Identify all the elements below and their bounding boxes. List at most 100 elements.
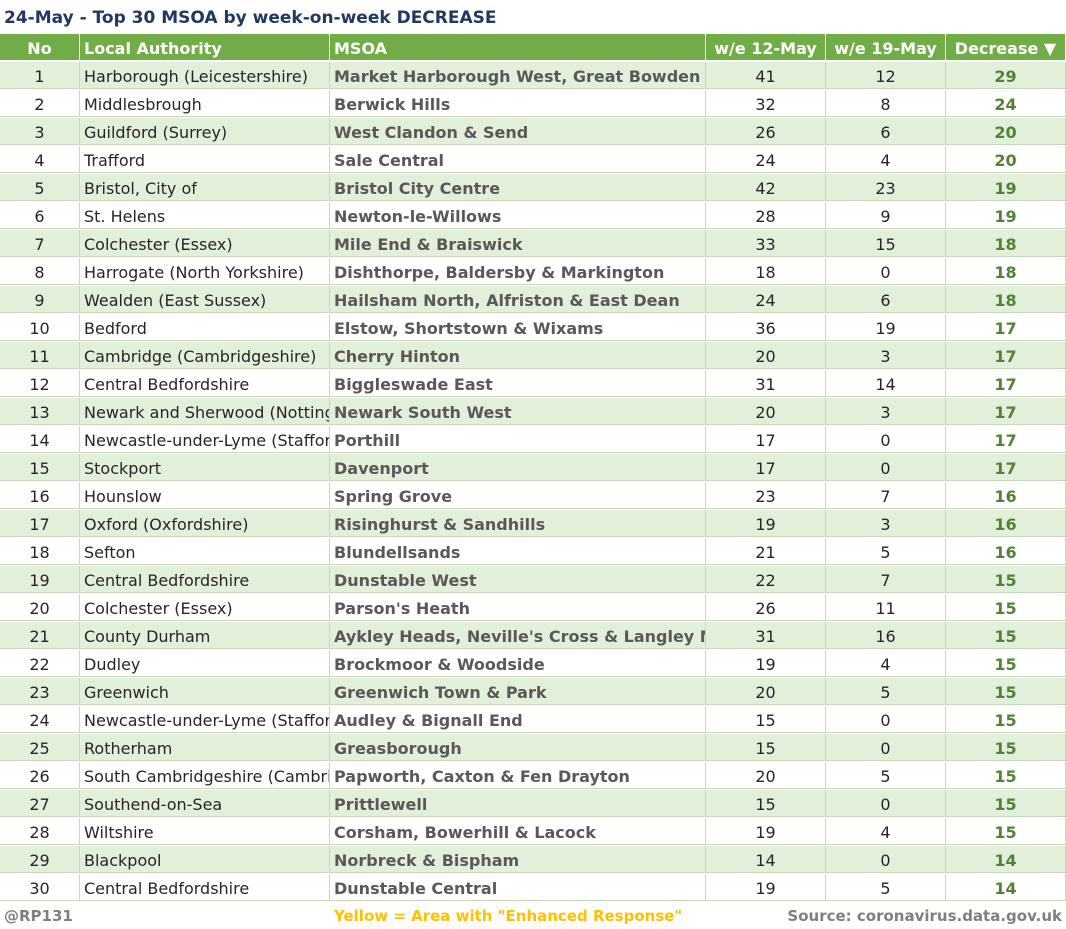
table-cell: 19 [706, 650, 826, 677]
table-cell: 20 [946, 146, 1066, 173]
table-row: 20 Colchester (Essex) Parson's Heath 26 11 15 [0, 594, 1066, 622]
table-cell: 12 [826, 62, 946, 89]
table-cell: 15 [946, 622, 1066, 649]
table-cell: 18 [706, 258, 826, 285]
table-cell: Hailsham North, Alfriston & East Dean [330, 286, 706, 313]
table-cell: Oxford (Oxfordshire) [80, 510, 330, 537]
table-cell: 4 [826, 650, 946, 677]
table-cell: St. Helens [80, 202, 330, 229]
table-cell: Cambridge (Cambridgeshire) [80, 342, 330, 369]
table-row: 17 Oxford (Oxfordshire) Risinghurst & Sand… [0, 510, 1066, 538]
table-cell: 24 [706, 146, 826, 173]
table-cell: Aykley Heads, Neville's Cross & Langley … [330, 622, 706, 649]
table-cell: Papworth, Caxton & Fen Drayton [330, 762, 706, 789]
table-cell: 41 [706, 62, 826, 89]
table-cell: 0 [826, 706, 946, 733]
table-cell: 14 [946, 846, 1066, 873]
table-cell: Porthill [330, 426, 706, 453]
table-cell: Harrogate (North Yorkshire) [80, 258, 330, 285]
table-row: 5 Bristol, City of Bristol City Centre 42 23… [0, 174, 1066, 202]
table-row: 25 Rotherham Greasborough 15 0 15 [0, 734, 1066, 762]
table-cell: 18 [946, 230, 1066, 257]
table-cell: 13 [0, 398, 80, 425]
table-cell: 18 [946, 258, 1066, 285]
table-cell: 16 [946, 482, 1066, 509]
table-cell: 19 [0, 566, 80, 593]
table-cell: Audley & Bignall End [330, 706, 706, 733]
table-cell: Blackpool [80, 846, 330, 873]
title: 24-May - Top 30 MSOA by week-on-week DEC… [4, 8, 497, 28]
table-cell: Sefton [80, 538, 330, 565]
table-cell: Stockport [80, 454, 330, 481]
table-cell: 22 [706, 566, 826, 593]
table-row: 22 Dudley Brockmoor & Woodside 19 4 15 [0, 650, 1066, 678]
table-cell: 20 [706, 342, 826, 369]
table-cell: 20 [946, 118, 1066, 145]
table-cell: Brockmoor & Woodside [330, 650, 706, 677]
table-cell: Colchester (Essex) [80, 594, 330, 621]
column-header: w/e 12-May [706, 34, 826, 61]
table-cell: 26 [706, 594, 826, 621]
table-cell: 26 [706, 118, 826, 145]
note: Yellow = Area with "Enhanced Response" [334, 907, 683, 925]
table-cell: 7 [0, 230, 80, 257]
table-cell: 6 [0, 202, 80, 229]
table-cell: 7 [826, 566, 946, 593]
table-row: 19 Central Bedfordshire Dunstable West 22 7 1… [0, 566, 1066, 594]
table-cell: Guildford (Surrey) [80, 118, 330, 145]
table-cell: Dishthorpe, Baldersby & Markington [330, 258, 706, 285]
table-cell: 3 [826, 398, 946, 425]
table-cell: 4 [826, 818, 946, 845]
table-cell: 42 [706, 174, 826, 201]
table-cell: 3 [826, 510, 946, 537]
table-row: 12 Central Bedfordshire Biggleswade East 31… [0, 370, 1066, 398]
table-cell: Newcastle-under-Lyme (Stafford [80, 426, 330, 453]
table-cell: 10 [0, 314, 80, 341]
table-cell: 3 [0, 118, 80, 145]
table-row: 9 Wealden (East Sussex) Hailsham North, Al… [0, 286, 1066, 314]
table-cell: 8 [826, 90, 946, 117]
table-cell: Hounslow [80, 482, 330, 509]
table-cell: Davenport [330, 454, 706, 481]
table-cell: Southend-on-Sea [80, 790, 330, 817]
table-cell: Dudley [80, 650, 330, 677]
table-cell: 14 [946, 874, 1066, 901]
table-cell: Berwick Hills [330, 90, 706, 117]
table-cell: 15 [946, 706, 1066, 733]
table-cell: 17 [946, 426, 1066, 453]
table-cell: 19 [706, 818, 826, 845]
table-cell: Dunstable West [330, 566, 706, 593]
table-row: 8 Harrogate (North Yorkshire) Dishthorpe, … [0, 258, 1066, 286]
table-cell: Mile End & Braiswick [330, 230, 706, 257]
table-cell: 15 [706, 706, 826, 733]
table-row: 29 Blackpool Norbreck & Bispham 14 0 14 [0, 846, 1066, 874]
table-cell: Wiltshire [80, 818, 330, 845]
table-cell: 17 [946, 314, 1066, 341]
table-cell: 6 [826, 118, 946, 145]
table-cell: 0 [826, 846, 946, 873]
table-cell: Cherry Hinton [330, 342, 706, 369]
table-cell: 16 [946, 538, 1066, 565]
column-header: No [0, 34, 80, 61]
table-cell: 17 [946, 398, 1066, 425]
table-row: 3 Guildford (Surrey) West Clandon & Send 26… [0, 118, 1066, 146]
table-cell: Greenwich [80, 678, 330, 705]
table-cell: 15 [946, 594, 1066, 621]
table-cell: 16 [0, 482, 80, 509]
table-cell: 16 [826, 622, 946, 649]
table-cell: Central Bedfordshire [80, 370, 330, 397]
table-cell: 0 [826, 426, 946, 453]
table-cell: 15 [946, 566, 1066, 593]
table-row: 6 St. Helens Newton-le-Willows 28 9 19 [0, 202, 1066, 230]
table-cell: Blundellsands [330, 538, 706, 565]
table-cell: 22 [0, 650, 80, 677]
table-row: 2 Middlesbrough Berwick Hills 32 8 24 [0, 90, 1066, 118]
table-cell: 0 [826, 790, 946, 817]
table-row: 30 Central Bedfordshire Dunstable Central 1… [0, 874, 1066, 902]
column-header: w/e 19-May [826, 34, 946, 61]
table-cell: 9 [0, 286, 80, 313]
table-cell: 24 [0, 706, 80, 733]
table-row: 14 Newcastle-under-Lyme (Stafford Porthill… [0, 426, 1066, 454]
table-row: 15 Stockport Davenport 17 0 17 [0, 454, 1066, 482]
table-row: 1 Harborough (Leicestershire) Market Harbo… [0, 62, 1066, 90]
